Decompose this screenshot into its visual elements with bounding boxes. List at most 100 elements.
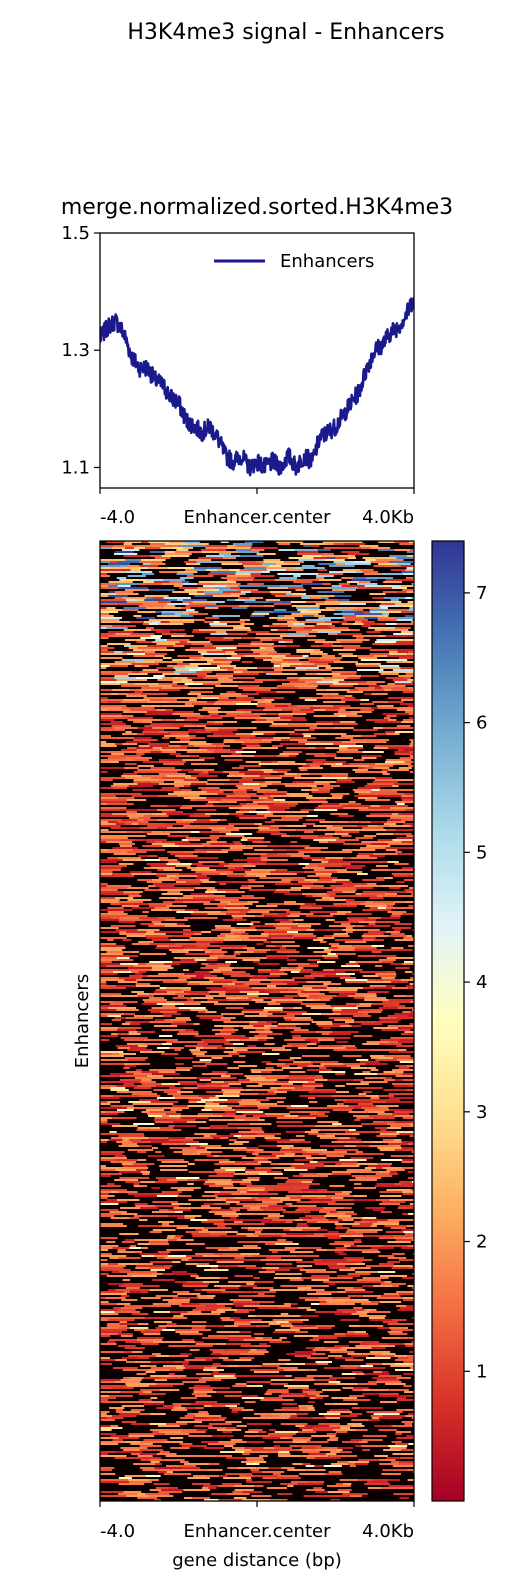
heatmap-cell	[392, 839, 413, 841]
heatmap-cell	[256, 1229, 263, 1231]
heatmap-cell	[295, 1135, 305, 1137]
heatmap-cell	[183, 851, 207, 853]
heatmap-cell	[201, 1039, 226, 1041]
heatmap-cell	[270, 1197, 291, 1199]
heatmap-cell	[301, 597, 311, 599]
heatmap-cell	[212, 1435, 234, 1437]
heatmap-cell	[370, 1009, 383, 1011]
heatmap-cell	[100, 1319, 109, 1321]
heatmap-cell	[124, 1305, 148, 1307]
heatmap-cell	[226, 1427, 237, 1429]
heatmap-cell	[374, 909, 392, 911]
heatmap-cell	[316, 665, 331, 667]
heatmap-cell	[383, 1089, 407, 1091]
heatmap-cell	[112, 813, 135, 815]
heatmap-cell	[138, 745, 150, 747]
heatmap-cell	[138, 647, 156, 649]
heatmap-cell	[218, 729, 238, 731]
heatmap-cell	[233, 827, 258, 829]
heatmap-cell	[213, 751, 236, 753]
heatmap-cell	[128, 1435, 155, 1437]
heatmap-cell	[215, 1387, 230, 1389]
heatmap-cell	[210, 1135, 222, 1137]
heatmap-cell	[100, 875, 113, 877]
heatmap-cell	[313, 1233, 340, 1235]
heatmap-cell	[184, 667, 198, 669]
heatmap-cell	[378, 541, 395, 543]
heatmap-cell	[298, 965, 319, 967]
heatmap-cell	[214, 805, 242, 807]
heatmap-cell	[223, 735, 231, 737]
heatmap-cell	[119, 1321, 128, 1323]
heatmap-cell	[265, 1077, 286, 1079]
heatmap-cell	[211, 929, 231, 931]
heatmap-cell	[322, 643, 334, 645]
heatmap-cell	[217, 699, 246, 701]
heatmap-cell	[188, 1171, 216, 1173]
heatmap-cell	[338, 815, 354, 817]
heatmap-cell	[232, 791, 248, 793]
heatmap-cell	[172, 909, 185, 911]
heatmap-cell	[192, 1309, 205, 1311]
heatmap-cell	[371, 1003, 400, 1005]
heatmap-cell	[294, 573, 318, 575]
heatmap-cell	[309, 1339, 320, 1341]
heatmap-cell	[246, 1085, 263, 1087]
heatmap-cell	[205, 965, 230, 967]
heatmap-cell	[269, 973, 288, 975]
heatmap-cell	[333, 561, 354, 563]
heatmap-cell	[297, 551, 319, 553]
heatmap-cell	[358, 809, 381, 811]
heatmap-cell	[367, 883, 377, 885]
heatmap-cell	[271, 999, 298, 1001]
heatmap-cell	[301, 1277, 328, 1279]
heatmap-cell	[150, 1375, 170, 1377]
heatmap-cell	[332, 1023, 350, 1025]
heatmap-cell	[173, 1361, 183, 1363]
heatmap-cell	[222, 1253, 241, 1255]
heatmap-cell	[396, 895, 414, 897]
heatmap-cell	[223, 741, 244, 743]
heatmap-cell	[351, 1425, 365, 1427]
heatmap-cell	[180, 715, 204, 717]
heatmap-cell	[274, 891, 290, 893]
heatmap-cell	[151, 939, 171, 941]
heatmap-cell	[312, 987, 327, 989]
heatmap-cell	[168, 1239, 177, 1241]
heatmap-cell	[140, 827, 158, 829]
heatmap-cell	[276, 1065, 290, 1067]
heatmap-cell	[222, 1115, 247, 1117]
heatmap-cell	[314, 851, 339, 853]
heatmap-cell	[100, 627, 107, 629]
heatmap-cell	[386, 1189, 412, 1191]
heatmap-cell	[340, 1013, 362, 1015]
heatmap-cell	[405, 1415, 414, 1417]
heatmap-cell	[375, 557, 397, 559]
heatmap-cell	[180, 807, 193, 809]
heatmap-cell	[249, 1369, 270, 1371]
heatmap-cell	[202, 1337, 229, 1339]
heatmap-cell	[265, 673, 272, 675]
heatmap-cell	[281, 663, 303, 665]
heatmap-cell	[325, 1473, 343, 1475]
heatmap-cell	[363, 835, 377, 837]
heatmap-cell	[108, 1263, 118, 1265]
heatmap-cell	[243, 1245, 258, 1247]
heatmap-cell	[281, 817, 303, 819]
heatmap-cell	[258, 1271, 275, 1273]
heatmap-cell	[407, 1469, 414, 1471]
heatmap-cell	[164, 553, 192, 555]
heatmap-cell	[140, 1331, 161, 1333]
heatmap-cell	[183, 929, 192, 931]
heatmap-cell	[125, 741, 151, 743]
heatmap-cell	[338, 851, 353, 853]
heatmap-cell	[400, 565, 413, 567]
heatmap-cell	[308, 729, 315, 731]
heatmap-cell	[126, 1361, 134, 1363]
heatmap-cell	[258, 829, 279, 831]
heatmap-cell	[206, 659, 214, 661]
heatmap-cell	[179, 845, 204, 847]
heatmap-cell	[203, 645, 214, 647]
heatmap-cell	[122, 733, 137, 735]
heatmap-cell	[100, 779, 113, 781]
